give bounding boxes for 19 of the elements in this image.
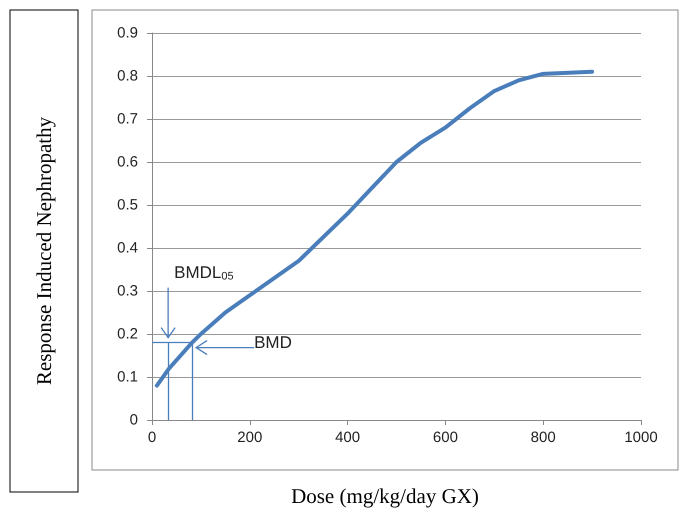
x-tick-label: 600 xyxy=(432,429,458,446)
y-tick-label: 0.1 xyxy=(117,368,138,386)
x-tick-label: 200 xyxy=(237,429,262,446)
y-tick-label: 0 xyxy=(130,412,138,428)
ref-line-label: BMD xyxy=(254,333,292,352)
x-tick-label: 0 xyxy=(148,429,156,446)
y-tick-label: 0.9 xyxy=(117,24,138,42)
y-tick-label: 0.7 xyxy=(117,110,138,128)
x-tick-label: 800 xyxy=(530,429,556,446)
x-axis-title: Dose (mg/kg/day GX) xyxy=(291,484,479,508)
y-tick-label: 0.5 xyxy=(117,196,138,214)
y-tick-label: 0.8 xyxy=(117,68,138,84)
y-axis-title: Response Induced Nephropathy xyxy=(32,116,56,386)
y-tick-label: 0.6 xyxy=(117,154,138,170)
y-tick-label: 0.3 xyxy=(117,282,138,300)
x-tick-label: 1000 xyxy=(624,429,658,446)
y-tick-label: 0.4 xyxy=(117,240,138,256)
y-tick-label: 0.2 xyxy=(117,326,138,342)
x-tick-label: 400 xyxy=(335,429,360,446)
